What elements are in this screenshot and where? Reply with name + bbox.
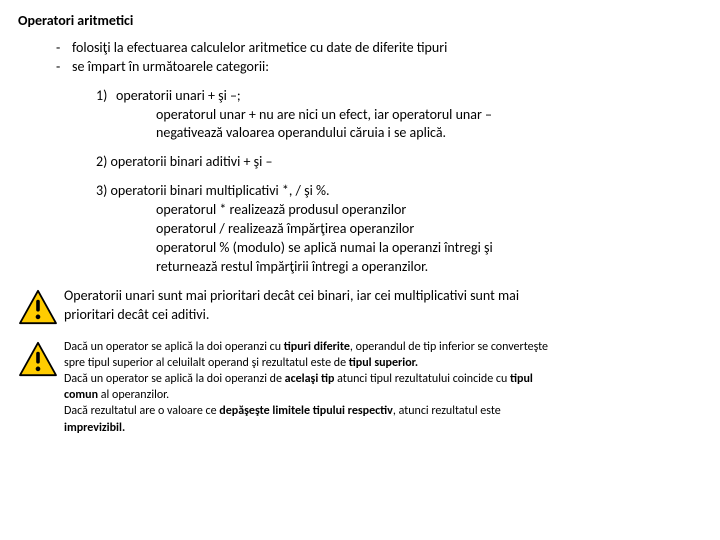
warning-block: Dacă un operator se aplică la doi operan… (18, 339, 702, 436)
bullet-text: se împart în următoarele categorii: (72, 58, 269, 77)
numbered-item: 3) operatorii binari multiplicativi *, /… (96, 182, 702, 276)
item-head: operatorii unari + şi –; (116, 87, 241, 106)
warn-line: prioritari decât cei aditivi. (64, 306, 702, 325)
warning-block: Operatorii unari sunt mai prioritari dec… (18, 287, 702, 331)
warn-line: Dacă un operator se aplică la doi operan… (64, 371, 702, 387)
bullet-item: - folosiţi la efectuarea calculelor arit… (56, 39, 702, 58)
warning-text: Operatorii unari sunt mai prioritari dec… (64, 287, 702, 325)
item-sub: operatorul unar + nu are nici un efect, … (156, 106, 702, 125)
item-sub: negativează valoarea operandului căruia … (156, 124, 702, 143)
item-sub: operatorul / realizează împărţirea opera… (156, 220, 702, 239)
bullet-list: - folosiţi la efectuarea calculelor arit… (56, 39, 702, 77)
warn-line: Dacă rezultatul are o valoare ce depăşeş… (64, 403, 702, 419)
numbered-item: 1) operatorii unari + şi –; operatorul u… (96, 87, 702, 144)
page-title: Operatori aritmetici (18, 12, 702, 31)
warn-line: imprevizibil. (64, 420, 702, 436)
item-sub: operatorul * realizează produsul operanz… (156, 201, 702, 220)
numbered-item: 2) operatorii binari aditivi + şi – (96, 153, 702, 172)
bullet-marker: - (56, 58, 72, 77)
bullet-marker: - (56, 39, 72, 58)
item-sub: operatorul % (modulo) se aplică numai la… (156, 239, 702, 258)
warning-icon (18, 287, 64, 331)
warning-text: Dacă un operator se aplică la doi operan… (64, 339, 702, 436)
warn-line: comun al operanzilor. (64, 387, 702, 403)
item-sub: returnează restul împărţirii întregi a o… (156, 258, 702, 277)
bullet-item: - se împart în următoarele categorii: (56, 58, 702, 77)
warn-line: Dacă un operator se aplică la doi operan… (64, 339, 702, 355)
warning-icon (18, 339, 64, 383)
bullet-text: folosiţi la efectuarea calculelor aritme… (72, 39, 447, 58)
warn-line: spre tipul superior al celuilalt operand… (64, 355, 702, 371)
item-head: 2) operatorii binari aditivi + şi – (96, 153, 272, 170)
item-number: 1) (96, 87, 116, 106)
warn-line: Operatorii unari sunt mai prioritari dec… (64, 287, 702, 306)
item-head: 3) operatorii binari multiplicativi *, /… (96, 182, 330, 199)
numbered-list: 1) operatorii unari + şi –; operatorul u… (96, 87, 702, 277)
